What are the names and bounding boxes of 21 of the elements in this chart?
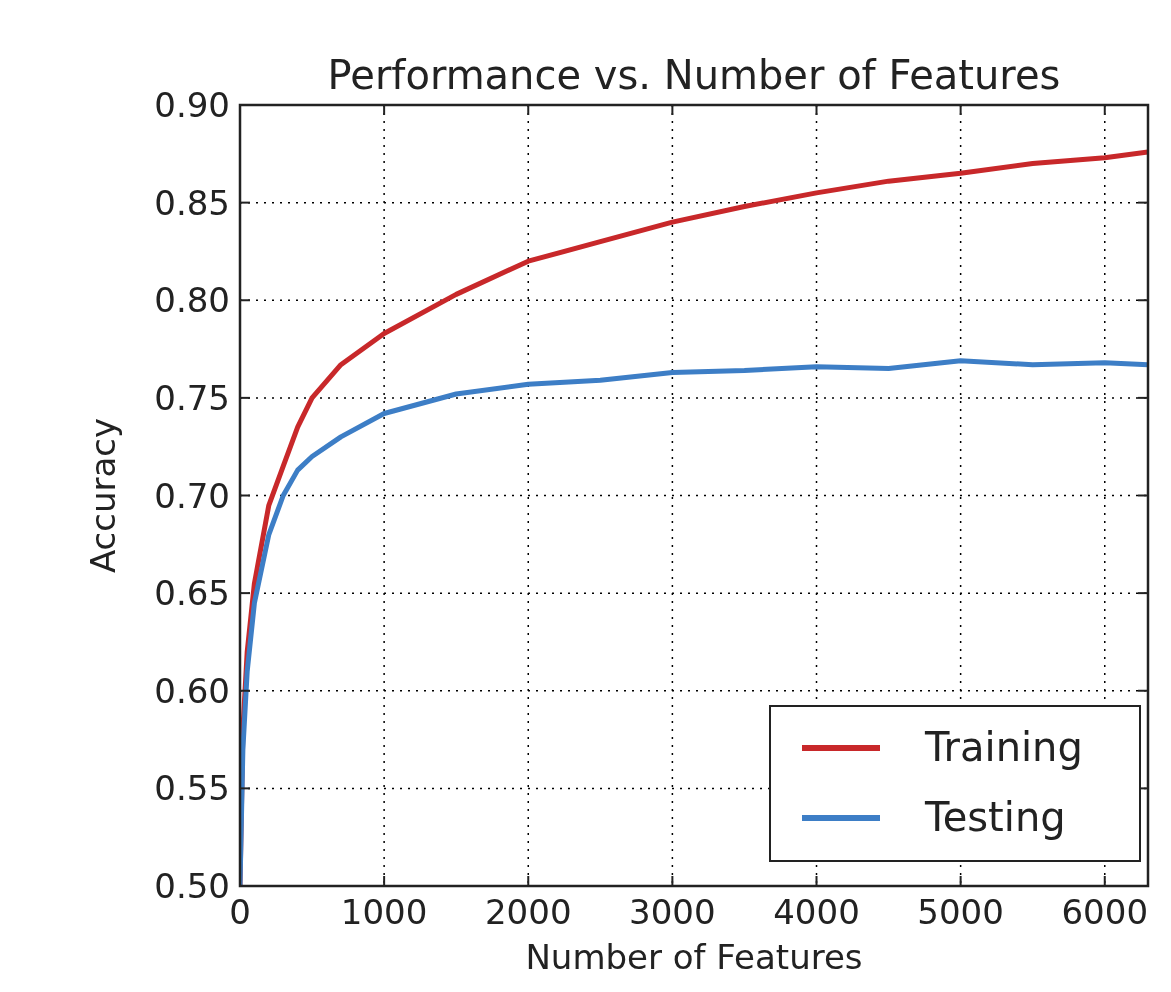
x-tick-label: 2000 <box>484 892 572 932</box>
x-tick-label: 3000 <box>629 892 716 932</box>
y-tick-label: 0.85 <box>154 182 230 223</box>
y-tick-label: 0.90 <box>154 85 230 125</box>
legend-label: Testing <box>924 794 1066 840</box>
y-tick-label: 0.70 <box>154 475 230 516</box>
y-tick-label: 0.50 <box>154 866 230 906</box>
y-axis-title: Accuracy <box>83 417 123 574</box>
y-tick-label: 0.60 <box>154 670 230 711</box>
x-tick-label: 5000 <box>917 892 1004 932</box>
x-axis-title: Number of Features <box>525 937 863 977</box>
x-tick-label: 4000 <box>773 892 860 932</box>
x-tick-label: 6000 <box>1061 892 1149 932</box>
y-tick-label: 0.75 <box>154 377 230 418</box>
y-tick-label: 0.55 <box>154 768 230 809</box>
chart-title: Performance vs. Number of Features <box>327 52 1061 98</box>
y-tick-label: 0.65 <box>154 573 230 614</box>
x-tick-label: 0 <box>229 892 251 932</box>
legend-label: Training <box>924 724 1083 770</box>
y-tick-label: 0.80 <box>154 280 230 321</box>
x-tick-label: 1000 <box>340 892 428 932</box>
